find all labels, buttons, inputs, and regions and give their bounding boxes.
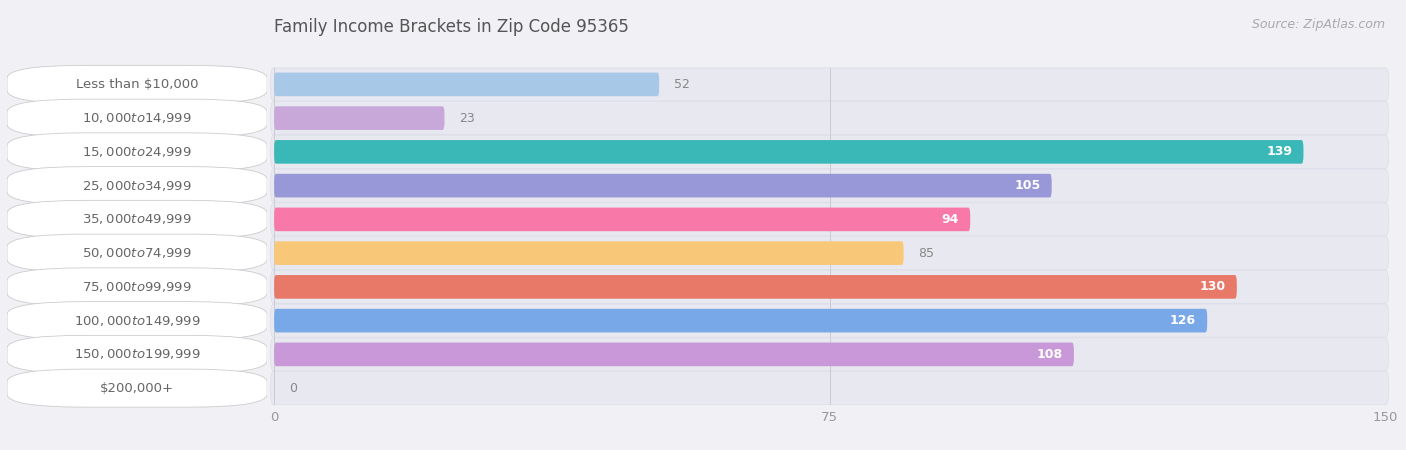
FancyBboxPatch shape bbox=[270, 304, 1389, 337]
FancyBboxPatch shape bbox=[274, 72, 659, 96]
Text: 139: 139 bbox=[1267, 145, 1292, 158]
FancyBboxPatch shape bbox=[274, 174, 1052, 198]
FancyBboxPatch shape bbox=[270, 237, 1389, 270]
Text: $15,000 to $24,999: $15,000 to $24,999 bbox=[82, 145, 193, 159]
FancyBboxPatch shape bbox=[7, 268, 267, 306]
FancyBboxPatch shape bbox=[270, 270, 1389, 303]
Text: $10,000 to $14,999: $10,000 to $14,999 bbox=[82, 111, 193, 125]
FancyBboxPatch shape bbox=[7, 65, 267, 104]
Text: Less than $10,000: Less than $10,000 bbox=[76, 78, 198, 91]
FancyBboxPatch shape bbox=[270, 372, 1389, 405]
Text: $75,000 to $99,999: $75,000 to $99,999 bbox=[82, 280, 193, 294]
FancyBboxPatch shape bbox=[274, 207, 970, 231]
FancyBboxPatch shape bbox=[270, 169, 1389, 202]
FancyBboxPatch shape bbox=[270, 68, 1389, 101]
Text: $25,000 to $34,999: $25,000 to $34,999 bbox=[82, 179, 193, 193]
FancyBboxPatch shape bbox=[7, 99, 267, 137]
FancyBboxPatch shape bbox=[270, 203, 1389, 236]
FancyBboxPatch shape bbox=[7, 369, 267, 407]
Text: $150,000 to $199,999: $150,000 to $199,999 bbox=[75, 347, 200, 361]
FancyBboxPatch shape bbox=[274, 241, 904, 265]
FancyBboxPatch shape bbox=[274, 342, 1074, 366]
FancyBboxPatch shape bbox=[270, 135, 1389, 168]
Text: 85: 85 bbox=[918, 247, 935, 260]
FancyBboxPatch shape bbox=[270, 102, 1389, 135]
Text: 0: 0 bbox=[290, 382, 297, 395]
Text: Family Income Brackets in Zip Code 95365: Family Income Brackets in Zip Code 95365 bbox=[274, 18, 628, 36]
Text: $35,000 to $49,999: $35,000 to $49,999 bbox=[82, 212, 193, 226]
Text: 108: 108 bbox=[1036, 348, 1063, 361]
Text: 23: 23 bbox=[460, 112, 475, 125]
Text: 105: 105 bbox=[1014, 179, 1040, 192]
Text: $200,000+: $200,000+ bbox=[100, 382, 174, 395]
Text: 130: 130 bbox=[1199, 280, 1226, 293]
FancyBboxPatch shape bbox=[7, 133, 267, 171]
FancyBboxPatch shape bbox=[274, 140, 1303, 164]
Text: 94: 94 bbox=[942, 213, 959, 226]
FancyBboxPatch shape bbox=[7, 335, 267, 374]
FancyBboxPatch shape bbox=[274, 275, 1237, 299]
FancyBboxPatch shape bbox=[274, 309, 1208, 333]
Text: 126: 126 bbox=[1170, 314, 1197, 327]
FancyBboxPatch shape bbox=[7, 166, 267, 205]
Text: $100,000 to $149,999: $100,000 to $149,999 bbox=[75, 314, 200, 328]
FancyBboxPatch shape bbox=[270, 338, 1389, 371]
FancyBboxPatch shape bbox=[274, 106, 444, 130]
FancyBboxPatch shape bbox=[7, 200, 267, 238]
Text: $50,000 to $74,999: $50,000 to $74,999 bbox=[82, 246, 193, 260]
FancyBboxPatch shape bbox=[7, 234, 267, 272]
Text: Source: ZipAtlas.com: Source: ZipAtlas.com bbox=[1251, 18, 1385, 31]
Text: 52: 52 bbox=[673, 78, 690, 91]
FancyBboxPatch shape bbox=[7, 302, 267, 340]
